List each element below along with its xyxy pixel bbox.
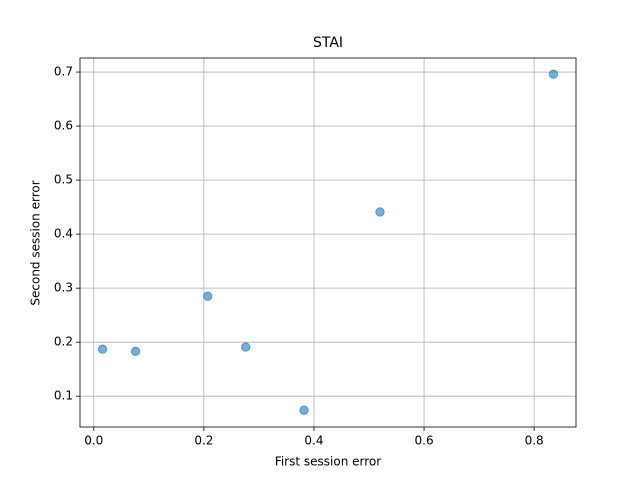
x-tick-label: 0.2 <box>194 434 213 448</box>
x-tick-label: 0.6 <box>415 434 434 448</box>
x-tick-label: 0.0 <box>84 434 103 448</box>
point <box>97 344 108 354</box>
point <box>203 291 213 301</box>
y-tick-label: 0.5 <box>54 173 73 187</box>
x-axis-label: First session error <box>275 455 381 469</box>
y-tick-label: 0.7 <box>54 65 73 79</box>
chart-title: STAI <box>313 35 343 51</box>
point <box>241 342 251 352</box>
y-tick-label: 0.3 <box>54 281 73 295</box>
y-tick-label: 0.6 <box>54 119 73 133</box>
y-tick-label: 0.2 <box>54 335 73 349</box>
plot-frame <box>79 57 577 428</box>
x-tick-label: 0.8 <box>525 434 544 448</box>
y-tick-label: 0.4 <box>54 227 73 241</box>
x-tick-label: 0.4 <box>304 434 323 448</box>
point <box>299 405 309 415</box>
y-tick-label: 0.1 <box>54 389 73 403</box>
point <box>548 69 559 79</box>
point <box>130 346 141 357</box>
y-axis-label: Second session error <box>29 180 43 305</box>
point <box>375 207 385 217</box>
